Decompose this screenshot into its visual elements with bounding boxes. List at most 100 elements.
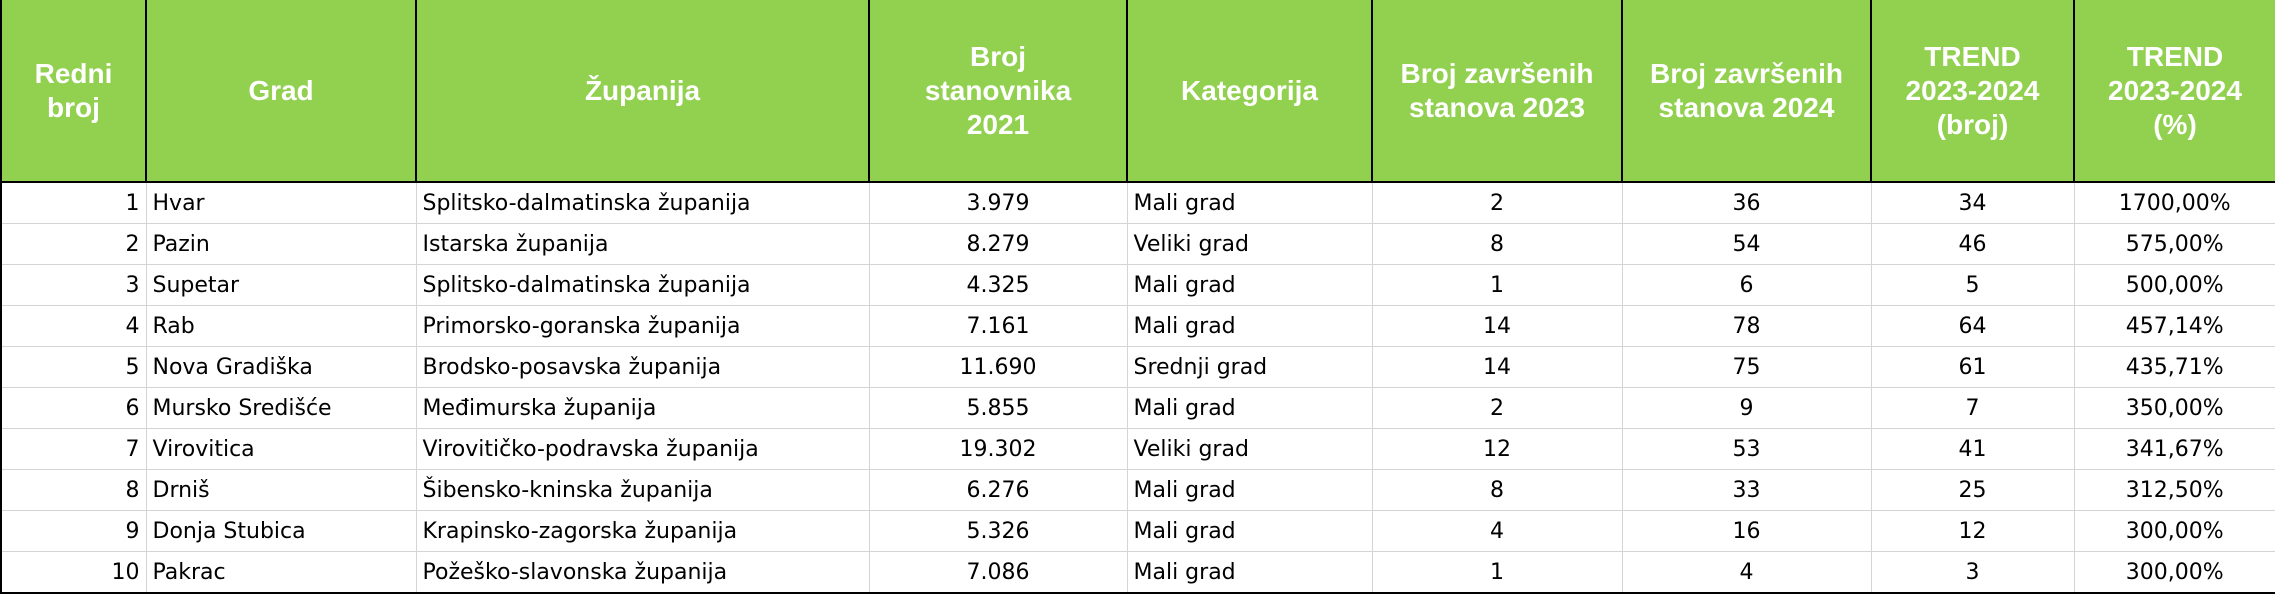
table-cell: 14 [1371,346,1623,388]
table-cell: 5 [0,346,147,388]
table-cell: Rab [145,305,417,347]
table-cell: 53 [1621,428,1872,470]
table-cell: 2 [1371,387,1623,429]
table-cell: Veliki grad [1126,428,1373,470]
table-row: 5 Nova Gradiška Brodsko-posavska županija 1… [0,346,2275,388]
table-cell: 14 [1371,305,1623,347]
table-row: 6 Mursko Središće Međimurska županija 5.855… [0,387,2275,429]
table-row: 7 Virovitica Virovitičko-podravska županij… [0,428,2275,470]
table-cell: Donja Stubica [145,510,417,552]
table-cell: 6.276 [868,469,1128,511]
table-cell: 4 [0,305,147,347]
table-cell: 19.302 [868,428,1128,470]
header-cell: Županija [415,0,870,183]
table-cell: 4 [1621,551,1872,594]
table-cell: Međimurska županija [415,387,870,429]
table-row: 2 Pazin Istarska županija 8.279 Veliki grad 8… [0,223,2275,265]
table-cell: Požeško-slavonska županija [415,551,870,594]
table-cell: 54 [1621,223,1872,265]
table-cell: 7 [1870,387,2075,429]
table-cell: 10 [0,551,147,594]
table-cell: 8 [1371,223,1623,265]
table-cell: 5.326 [868,510,1128,552]
table-cell: Veliki grad [1126,223,1373,265]
table-cell: Mali grad [1126,551,1373,594]
table-cell: Šibensko-kninska županija [415,469,870,511]
table-cell: 8.279 [868,223,1128,265]
table-cell: 1700,00% [2073,181,2275,224]
table-cell: 4.325 [868,264,1128,306]
table-cell: Mali grad [1126,264,1373,306]
table-cell: 9 [0,510,147,552]
table-cell: Pazin [145,223,417,265]
table-cell: 11.690 [868,346,1128,388]
table-cell: 1 [0,181,147,224]
table-row: 8 Drniš Šibensko-kninska županija 6.276 Mali… [0,469,2275,511]
table-cell: Splitsko-dalmatinska županija [415,181,870,224]
table-cell: 350,00% [2073,387,2275,429]
table-cell: 7.086 [868,551,1128,594]
table-cell: Krapinsko-zagorska županija [415,510,870,552]
table-cell: 312,50% [2073,469,2275,511]
table-cell: Mali grad [1126,387,1373,429]
table-cell: 435,71% [2073,346,2275,388]
table-cell: Mali grad [1126,510,1373,552]
table-cell: 5.855 [868,387,1128,429]
table-cell: 5 [1870,264,2075,306]
table-cell: 6 [1621,264,1872,306]
header-cell: TREND 2023-2024 (%) [2073,0,2275,183]
header-cell: Broj završenih stanova 2024 [1621,0,1872,183]
table-cell: 7.161 [868,305,1128,347]
table-cell: 341,67% [2073,428,2275,470]
table-cell: Drniš [145,469,417,511]
table-cell: 46 [1870,223,2075,265]
table-cell: 34 [1870,181,2075,224]
header-cell: Grad [145,0,417,183]
table-row: 1 Hvar Splitsko-dalmatinska županija 3.979 M… [0,181,2275,224]
header-row: Redni broj Grad Županija Broj stanovnika 20… [0,0,2275,183]
table-cell: 64 [1870,305,2075,347]
table-cell: Supetar [145,264,417,306]
table-cell: 41 [1870,428,2075,470]
table-cell: 25 [1870,469,2075,511]
table-row: 10 Pakrac Požeško-slavonska županija 7.086 M… [0,551,2275,594]
table-row: 3 Supetar Splitsko-dalmatinska županija 4.3… [0,264,2275,306]
header-cell: Redni broj [0,0,147,183]
table-cell: 6 [0,387,147,429]
table-cell: 300,00% [2073,510,2275,552]
table-cell: 9 [1621,387,1872,429]
table-cell: Mali grad [1126,181,1373,224]
table-cell: 2 [1371,181,1623,224]
table-cell: 36 [1621,181,1872,224]
table-cell: 1 [1371,264,1623,306]
table-cell: 575,00% [2073,223,2275,265]
table-cell: Mali grad [1126,305,1373,347]
table-cell: 1 [1371,551,1623,594]
table-cell: Srednji grad [1126,346,1373,388]
table-cell: 75 [1621,346,1872,388]
table-cell: 7 [0,428,147,470]
table-cell: 8 [1371,469,1623,511]
table-cell: 3.979 [868,181,1128,224]
table-cell: Virovitičko-podravska županija [415,428,870,470]
table-cell: 2 [0,223,147,265]
table-cell: 300,00% [2073,551,2275,594]
table-cell: Nova Gradiška [145,346,417,388]
table-cell: Istarska županija [415,223,870,265]
header-cell: TREND 2023-2024 (broj) [1870,0,2075,183]
table-cell: 12 [1371,428,1623,470]
table-cell: 12 [1870,510,2075,552]
table-cell: Pakrac [145,551,417,594]
table-cell: Brodsko-posavska županija [415,346,870,388]
table-body: 1 Hvar Splitsko-dalmatinska županija 3.979 M… [0,181,2275,594]
table-cell: 4 [1371,510,1623,552]
header-cell: Kategorija [1126,0,1373,183]
table-cell: 457,14% [2073,305,2275,347]
table-cell: Primorsko-goranska županija [415,305,870,347]
table-row: 4 Rab Primorsko-goranska županija 7.161 Mali… [0,305,2275,347]
table-cell: 500,00% [2073,264,2275,306]
table-cell: 78 [1621,305,1872,347]
table-cell: 33 [1621,469,1872,511]
